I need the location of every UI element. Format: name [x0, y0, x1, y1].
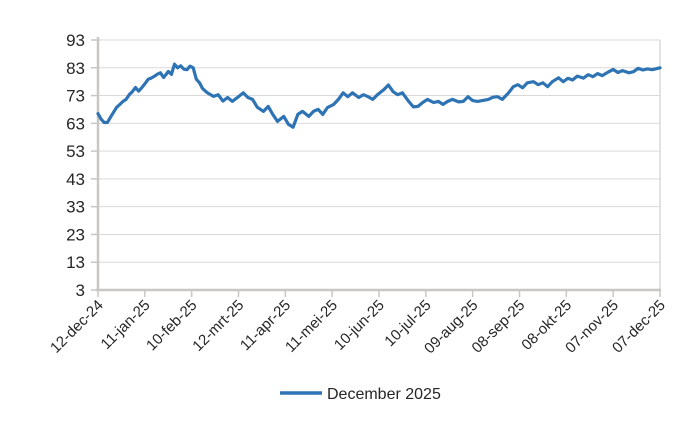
data-series: [96, 62, 662, 129]
gridlines: [98, 39, 661, 290]
y-tick-label: 43: [66, 170, 85, 189]
y-tick-label: 93: [66, 31, 85, 50]
legend: December 2025: [280, 386, 441, 403]
y-tick-label: 53: [66, 142, 85, 161]
y-tick-label: 23: [66, 225, 85, 244]
y-tick-label: 3: [76, 281, 85, 300]
axis-lines: [96, 37, 661, 292]
y-tick-label: 13: [66, 253, 85, 272]
x-tick-label: 12-dec-24: [47, 297, 107, 357]
tick-marks: [91, 39, 661, 297]
x-axis-labels: 12-dec-2411-jan-2510-feb-2512-mrt-2511-a…: [47, 297, 669, 357]
y-tick-label: 73: [66, 87, 85, 106]
x-tick-label: 12-mrt-25: [189, 297, 247, 355]
y-tick-label: 63: [66, 114, 85, 133]
x-tick-label: 10-jun-25: [331, 297, 388, 354]
y-tick-label: 83: [66, 59, 85, 78]
y-tick-label: 33: [66, 198, 85, 217]
legend-label: December 2025: [327, 386, 441, 403]
y-axis-labels: 3 13 23 33 43 53 63 73 83 93: [66, 31, 85, 300]
series-line: [96, 62, 662, 129]
